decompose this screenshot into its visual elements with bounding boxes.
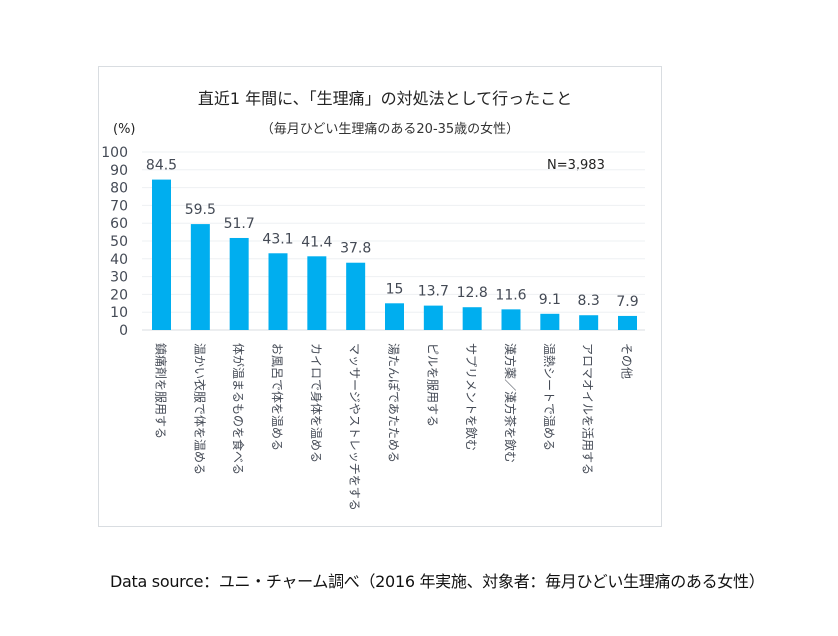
x-axis-category-label: 湯たんぽであたためる — [387, 343, 401, 463]
y-tick-label: 10 — [110, 305, 128, 321]
data-label: 13.7 — [418, 284, 449, 300]
x-axis-category-label: その他 — [620, 343, 634, 379]
x-axis-labels: 鎮痛剤を服用する 温かい衣服で体を温める 体が温まるものを食べる お風呂で体を温める カ… — [154, 343, 634, 511]
x-axis-category-label: お風呂で体を温める — [270, 343, 284, 451]
bar — [618, 315, 637, 330]
data-label: 7.9 — [616, 294, 638, 310]
data-labels: 84.5 59.5 51.7 43.1 41.4 37.8 15 13.7 12.8 11.6 9.… — [146, 158, 639, 310]
y-axis-unit-label: (%) — [113, 122, 136, 137]
bar — [540, 313, 560, 330]
y-tick-label: 100 — [101, 145, 128, 161]
bars — [152, 179, 637, 330]
y-tick-label: 80 — [110, 181, 128, 197]
y-tick-label: 90 — [110, 163, 128, 179]
bar — [385, 303, 404, 330]
sample-size-annotation: N=3,983 — [547, 158, 605, 173]
data-label: 59.5 — [185, 202, 216, 218]
y-tick-label: 40 — [110, 252, 128, 268]
x-axis-category-label: サプリメントを飲む — [464, 343, 479, 451]
data-label: 84.5 — [146, 158, 177, 174]
chart-title: 直近1 年間に、「生理痛」の対処法として行ったこと — [198, 89, 572, 108]
x-axis-category-label: マッサージやストレッチをする — [348, 343, 362, 511]
y-tick-label: 60 — [110, 216, 128, 232]
bar — [501, 309, 521, 330]
x-axis-category-label: 温熱シートで温める — [542, 343, 556, 451]
bar — [462, 307, 482, 330]
data-label: 37.8 — [340, 241, 371, 257]
data-source-note: Data source：ユニ・チャーム調べ（2016 年実施、対象者：毎月ひどい… — [110, 572, 765, 591]
bar — [268, 253, 288, 330]
y-tick-label: 0 — [119, 323, 128, 339]
x-axis-category-label: 温かい衣服で体を温める — [192, 343, 207, 475]
bar — [229, 237, 249, 330]
data-label: 15 — [386, 281, 404, 297]
data-label: 51.7 — [224, 216, 255, 232]
bar — [423, 305, 443, 330]
chart-subtitle: （毎月ひどい生理痛のある20-35歳の女性） — [261, 121, 519, 137]
data-label: 11.6 — [495, 287, 526, 303]
data-label: 8.3 — [578, 293, 600, 309]
y-tick-label: 30 — [110, 270, 128, 286]
x-axis-category-label: アロマオイルを活用する — [581, 343, 595, 475]
x-axis-category-label: 体が温まるものを食べる — [231, 343, 246, 475]
x-axis-category-label: ピルを服用する — [425, 343, 439, 427]
bar — [346, 262, 366, 330]
y-tick-label: 70 — [110, 198, 128, 214]
bar — [190, 224, 210, 330]
bar — [579, 315, 599, 330]
y-tick-label: 50 — [110, 234, 128, 250]
gridlines — [142, 151, 645, 331]
x-axis-category-label: カイロで身体を温める — [309, 343, 324, 463]
bar — [152, 179, 171, 330]
data-label: 9.1 — [539, 292, 561, 308]
x-axis-category-label: 漢方薬／漢方茶を飲む — [503, 343, 518, 463]
y-tick-label: 20 — [110, 287, 128, 303]
data-label: 41.4 — [301, 234, 332, 250]
data-label: 43.1 — [262, 231, 293, 247]
data-label: 12.8 — [457, 285, 488, 301]
bar — [307, 256, 327, 330]
x-axis-category-label: 鎮痛剤を服用する — [154, 343, 169, 439]
